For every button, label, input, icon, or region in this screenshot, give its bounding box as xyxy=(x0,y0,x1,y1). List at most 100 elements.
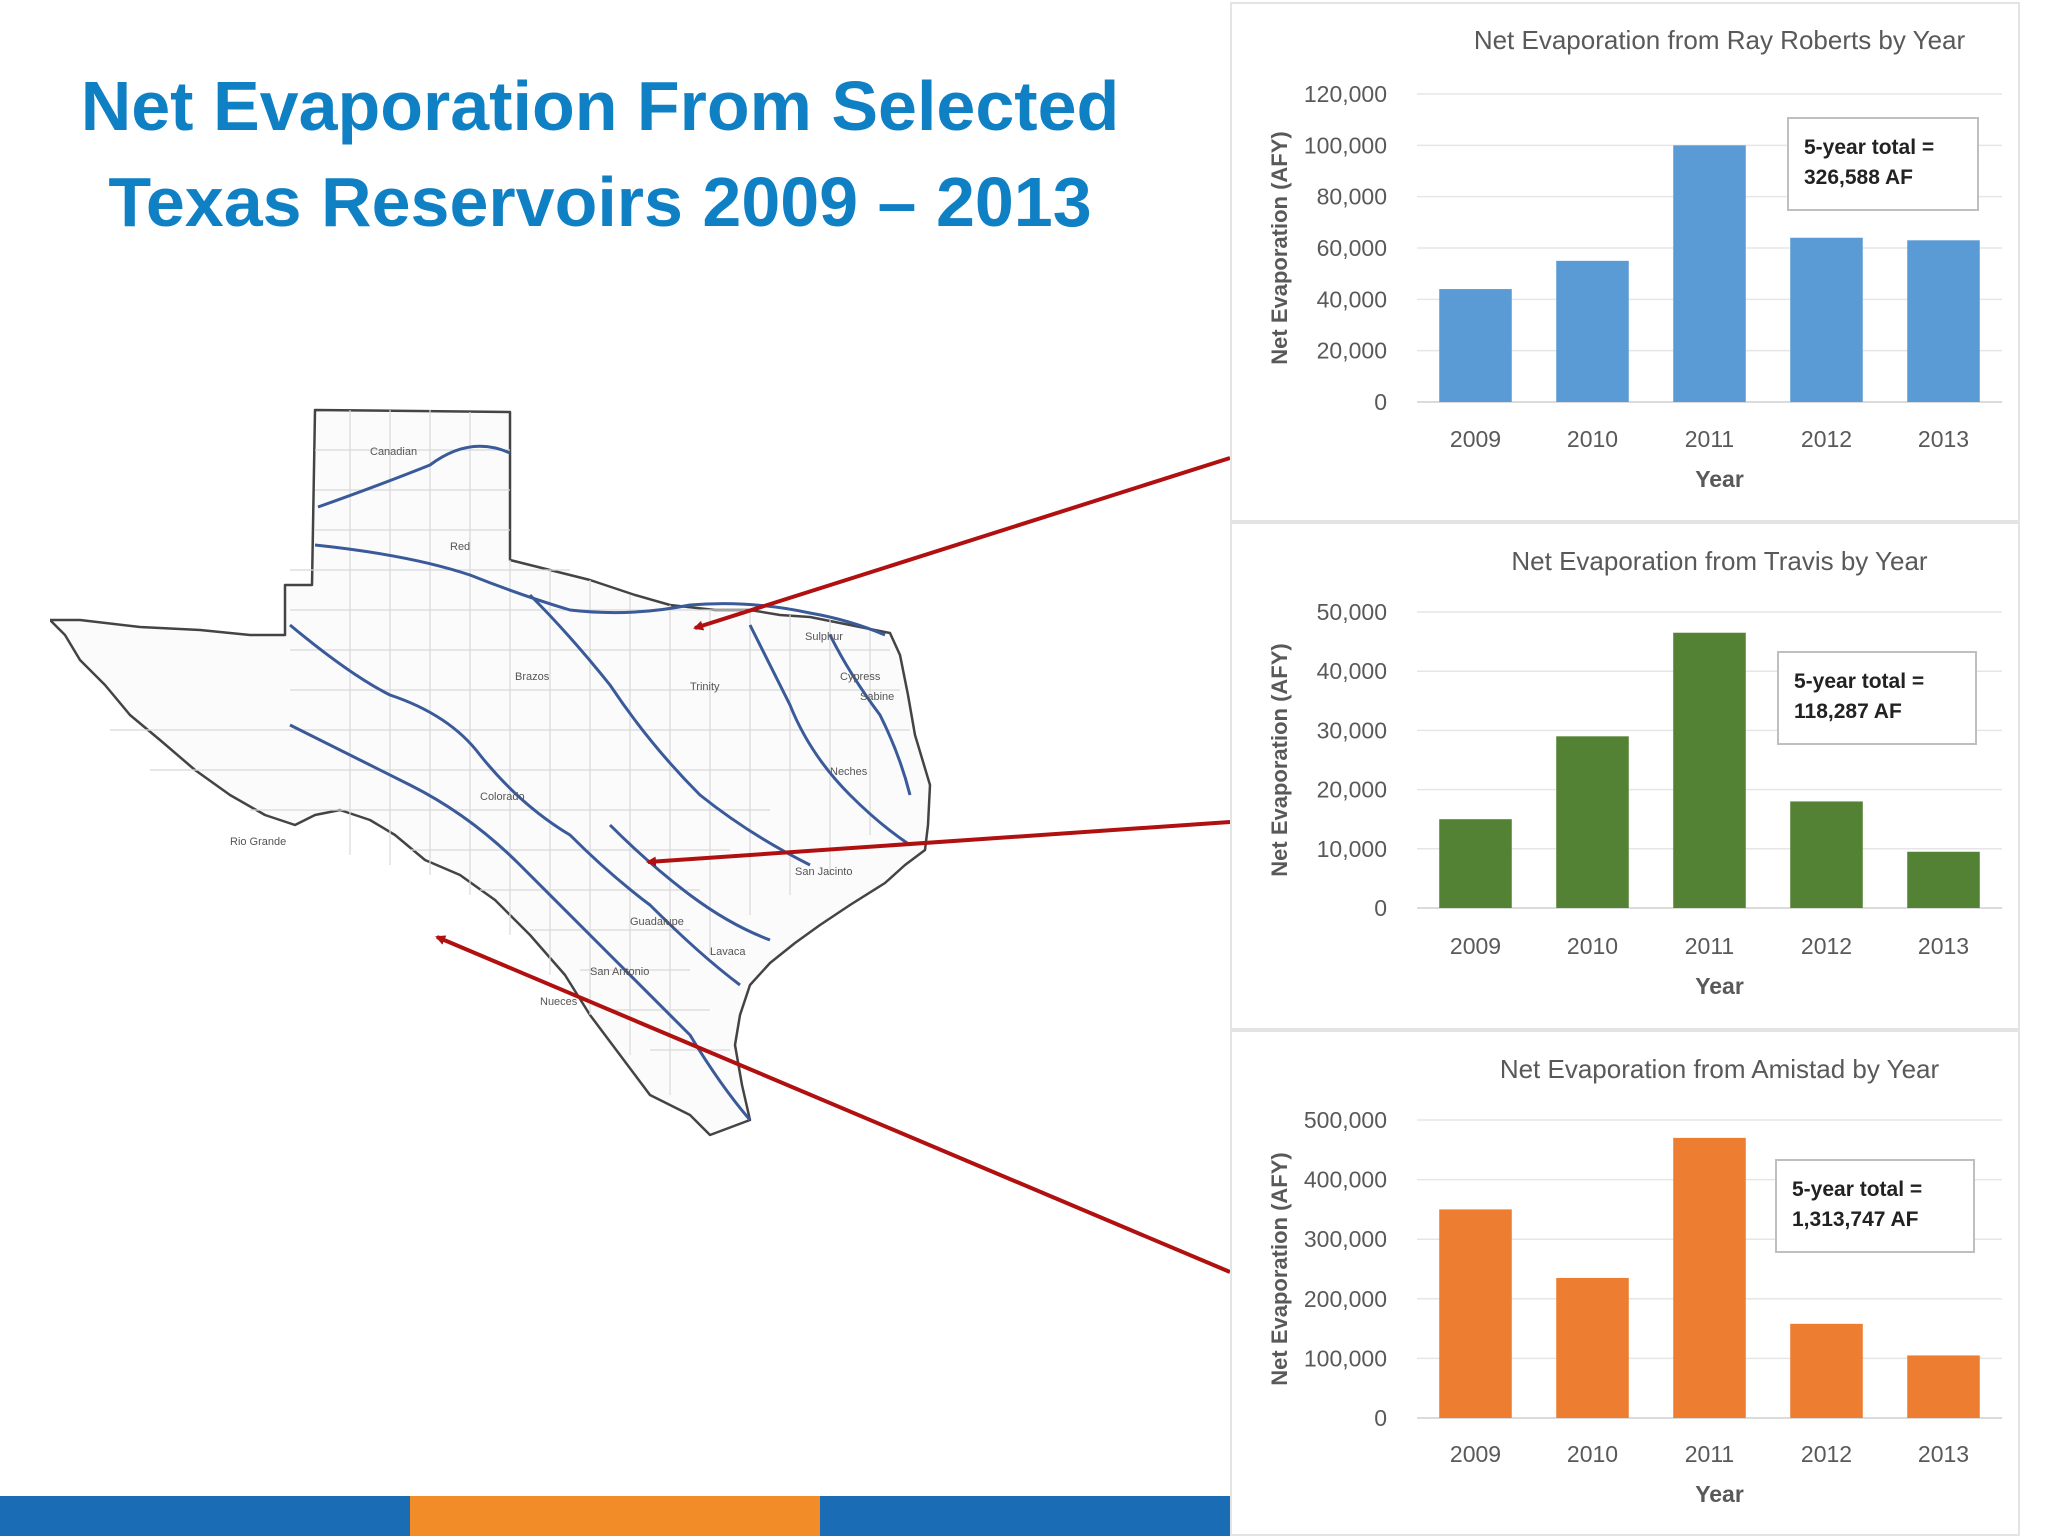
y-tick-label: 0 xyxy=(1374,389,1387,415)
chart-title: Net Evaporation from Ray Roberts by Year xyxy=(1474,25,1966,55)
x-tick-label: 2012 xyxy=(1801,933,1852,959)
rivers xyxy=(289,444,912,1121)
annotation-text: 5-year total = xyxy=(1804,136,1934,159)
basin-label: Sulphur xyxy=(805,631,843,643)
basin-label: San Antonio xyxy=(590,966,649,978)
x-tick-label: 2013 xyxy=(1918,1441,1969,1467)
arrow-amistad xyxy=(435,935,1231,1274)
annotation-box xyxy=(1777,651,1977,745)
basin-label: Nueces xyxy=(540,996,578,1008)
chart-panel-ray-roberts: Net Evaporation from Ray Roberts by Year… xyxy=(1230,2,2020,522)
bar xyxy=(1673,145,1746,403)
y-tick-label: 40,000 xyxy=(1317,286,1387,312)
y-tick-label: 120,000 xyxy=(1304,81,1387,107)
basin-label: Sabine xyxy=(860,691,894,703)
y-tick-label: 30,000 xyxy=(1317,717,1387,743)
basin-label: Canadian xyxy=(370,446,417,458)
bar xyxy=(1790,237,1863,402)
bar-chart-ray-roberts: Net Evaporation from Ray Roberts by Year… xyxy=(1267,25,2002,492)
arrow-ray-roberts xyxy=(693,456,1231,631)
bar xyxy=(1907,851,1980,908)
basin-label: Rio Grande xyxy=(230,836,286,848)
y-tick-label: 80,000 xyxy=(1317,184,1387,210)
basin-label: Brazos xyxy=(515,671,550,683)
x-tick-label: 2009 xyxy=(1450,426,1501,452)
bar xyxy=(1907,240,1980,402)
bar-chart-travis: Net Evaporation from Travis by Year 0 10,0… xyxy=(1267,546,2002,999)
x-tick-label: 2011 xyxy=(1685,426,1734,452)
x-tick-label: 2010 xyxy=(1567,933,1618,959)
bar xyxy=(1907,1355,1980,1418)
x-tick-label: 2013 xyxy=(1918,426,1969,452)
basin-label: Red xyxy=(450,541,470,553)
bar xyxy=(1673,632,1746,908)
annotation-box xyxy=(1787,117,1979,211)
annotation-box xyxy=(1775,1159,1975,1253)
bar xyxy=(1790,1323,1863,1418)
x-tick-label: 2009 xyxy=(1450,933,1501,959)
x-tick-label: 2009 xyxy=(1450,1441,1501,1467)
basin-label: Lavaca xyxy=(710,946,746,958)
y-axis-label: Net Evaporation (AFY) xyxy=(1267,643,1292,876)
chart-panel-amistad: Net Evaporation from Amistad by Year 0 100… xyxy=(1230,1030,2020,1536)
x-tick-label: 2011 xyxy=(1685,1441,1734,1467)
y-tick-label: 300,000 xyxy=(1304,1226,1387,1252)
bar xyxy=(1556,736,1629,908)
texas-river-basin-map: Canadian Red Sulphur Cypress Brazos Trin… xyxy=(50,408,932,1137)
footer-bar xyxy=(0,1496,1230,1536)
x-tick-label: 2013 xyxy=(1918,933,1969,959)
y-tick-label: 400,000 xyxy=(1304,1167,1387,1193)
basin-label: San Jacinto xyxy=(795,866,852,878)
bar xyxy=(1439,819,1512,908)
county-grid xyxy=(110,410,910,1095)
y-tick-label: 50,000 xyxy=(1317,599,1387,625)
x-tick-label: 2011 xyxy=(1685,933,1734,959)
slide-title-line-1: Net Evaporation From Selected xyxy=(80,67,1120,145)
y-axis-label: Net Evaporation (AFY) xyxy=(1267,131,1292,364)
bar xyxy=(1556,1277,1629,1418)
y-tick-label: 200,000 xyxy=(1304,1286,1387,1312)
chart-title: Net Evaporation from Travis by Year xyxy=(1511,546,1928,576)
x-tick-label: 2012 xyxy=(1801,426,1852,452)
chart-panel-travis: Net Evaporation from Travis by Year 0 10,0… xyxy=(1230,522,2020,1030)
x-axis-label: Year xyxy=(1695,466,1744,492)
annotation-text: 326,588 AF xyxy=(1804,166,1913,189)
footer-blue-segment xyxy=(820,1496,1230,1536)
slide-title-line-2: Texas Reservoirs 2009 – 2013 xyxy=(108,163,1092,241)
y-tick-label: 20,000 xyxy=(1317,338,1387,364)
x-tick-label: 2010 xyxy=(1567,1441,1618,1467)
basin-label: Guadalupe xyxy=(630,916,684,928)
annotation-text: 5-year total = xyxy=(1792,1178,1922,1201)
bar xyxy=(1439,1209,1512,1418)
basin-label: Colorado xyxy=(480,791,525,803)
basin-label: Neches xyxy=(830,766,868,778)
x-axis-label: Year xyxy=(1695,973,1744,999)
bar xyxy=(1556,260,1629,402)
x-tick-label: 2012 xyxy=(1801,1441,1852,1467)
annotation-text: 1,313,747 AF xyxy=(1792,1208,1919,1231)
y-tick-label: 40,000 xyxy=(1317,658,1387,684)
chart-title: Net Evaporation from Amistad by Year xyxy=(1500,1054,1940,1084)
bar xyxy=(1439,289,1512,402)
x-tick-label: 2010 xyxy=(1567,426,1618,452)
y-tick-label: 500,000 xyxy=(1304,1107,1387,1133)
y-tick-label: 100,000 xyxy=(1304,1345,1387,1371)
y-tick-label: 0 xyxy=(1374,895,1387,921)
basin-label: Cypress xyxy=(840,671,881,683)
y-tick-label: 20,000 xyxy=(1317,777,1387,803)
x-axis-label: Year xyxy=(1695,1481,1744,1507)
bar xyxy=(1673,1137,1746,1418)
y-axis-label: Net Evaporation (AFY) xyxy=(1267,1152,1292,1385)
bar xyxy=(1790,801,1863,908)
basin-label: Trinity xyxy=(690,681,720,693)
y-tick-label: 60,000 xyxy=(1317,235,1387,261)
annotation-text: 118,287 AF xyxy=(1794,700,1902,723)
footer-orange-segment xyxy=(410,1496,820,1536)
footer-blue-segment xyxy=(0,1496,410,1536)
arrow-travis xyxy=(646,820,1231,867)
slide-title: Net Evaporation From Selected Texas Rese… xyxy=(40,58,1160,250)
y-tick-label: 100,000 xyxy=(1304,132,1387,158)
annotation-text: 5-year total = xyxy=(1794,670,1924,693)
y-tick-label: 10,000 xyxy=(1317,836,1387,862)
